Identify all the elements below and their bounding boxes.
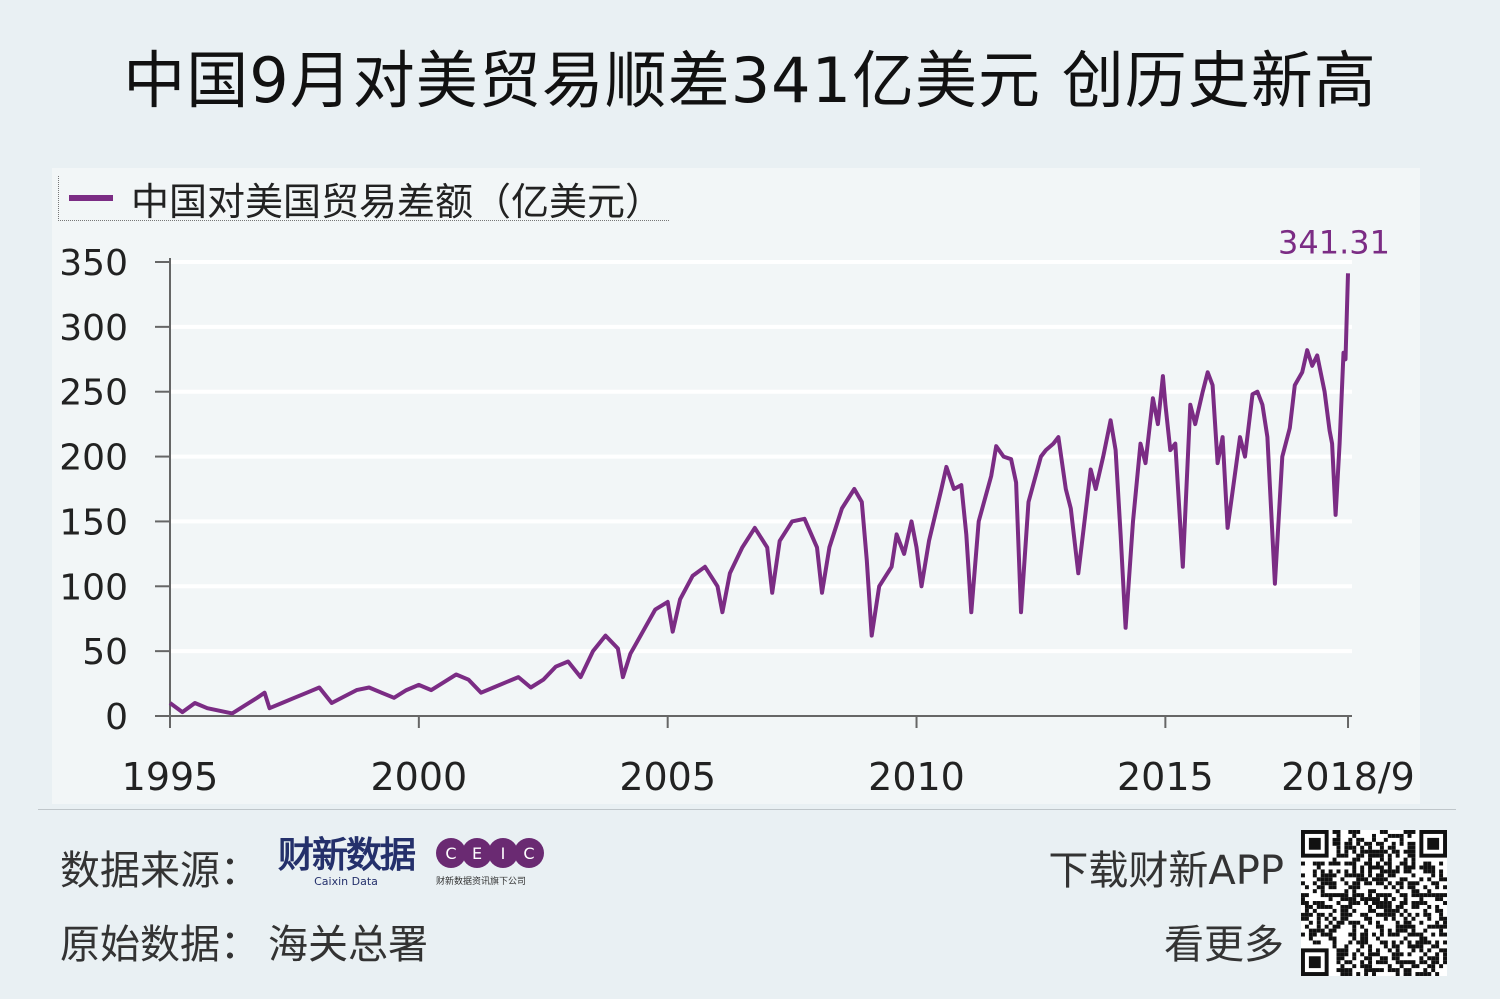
y-tick-label: 0	[105, 697, 128, 738]
original-data-value: 海关总署	[268, 922, 428, 968]
data-source-label: 数据来源：	[60, 848, 260, 894]
x-tick-label: 2018/9	[1281, 755, 1415, 799]
original-data-label: 原始数据：	[60, 922, 260, 968]
footer-divider	[38, 809, 1456, 810]
qr-code-icon[interactable]	[1300, 830, 1448, 976]
chart-panel	[52, 168, 1420, 804]
y-tick-label: 350	[59, 243, 128, 284]
x-tick-label: 2000	[370, 755, 467, 799]
x-tick-label: 2015	[1117, 755, 1214, 799]
download-app-text: 下载财新APP	[1048, 848, 1284, 894]
ceic-letter: I	[488, 838, 518, 868]
ceic-letter: E	[462, 838, 492, 868]
y-tick-label: 250	[59, 373, 128, 414]
chart-title: 中国9月对美贸易顺差341亿美元 创历史新高	[123, 44, 1377, 117]
see-more-text: 看更多	[1164, 922, 1284, 968]
peak-value-label: 341.31	[1278, 223, 1390, 261]
x-tick-label: 1995	[122, 755, 219, 799]
ceic-subtitle: 财新数据资讯旗下公司	[436, 877, 527, 887]
ceic-letter: C	[514, 838, 544, 868]
chart-legend: 中国对美国贸易差额（亿美元）	[58, 176, 670, 224]
ceic-logo: C E I C 财新数据资讯旗下公司	[436, 838, 548, 887]
y-tick-label: 200	[59, 438, 128, 479]
caixin-logo-english: Caixin Data	[314, 875, 378, 888]
ceic-letter: C	[436, 838, 466, 868]
y-tick-label: 300	[59, 308, 128, 349]
caixin-data-logo: 财新数据 Caixin Data	[276, 836, 416, 888]
legend-label: 中国对美国贸易差额（亿美元）	[131, 179, 664, 224]
x-tick-label: 2010	[868, 755, 965, 799]
legend-swatch	[69, 195, 113, 201]
x-tick-label: 2005	[619, 755, 716, 799]
y-tick-label: 100	[59, 567, 128, 608]
y-tick-label: 150	[59, 502, 128, 543]
caixin-logo-text: 财新数据	[277, 835, 416, 876]
series-line	[168, 273, 1350, 716]
y-tick-label: 50	[82, 632, 128, 673]
